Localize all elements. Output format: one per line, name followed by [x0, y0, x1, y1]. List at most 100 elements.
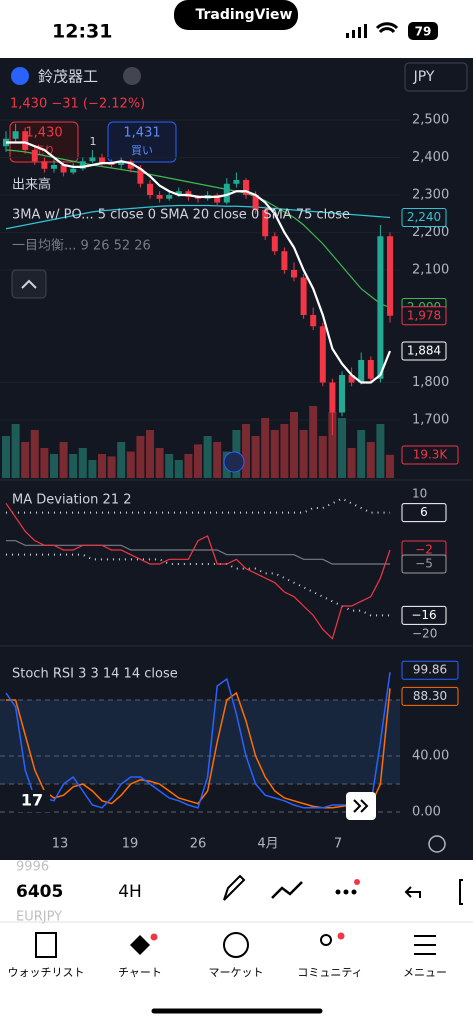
volume-bar: [194, 444, 202, 478]
scroll-icon: [353, 799, 369, 813]
price-tag-label: 1,978: [407, 308, 441, 322]
spread: 1: [90, 135, 97, 148]
volume-bar: [270, 430, 279, 478]
candle-body: [118, 161, 125, 165]
candle-body: [329, 382, 336, 413]
candle-body: [367, 360, 374, 379]
candle-body: [31, 150, 38, 162]
ma20-line: [5, 149, 391, 309]
volume-tag: [401, 445, 459, 465]
volume-legend: 出来高: [12, 177, 51, 193]
fullscreen-tool[interactable]: [459, 879, 463, 905]
candle-body: [12, 131, 19, 139]
more-tool[interactable]: [335, 879, 361, 895]
community-badge: [337, 932, 345, 940]
sell-price[interactable]: 1,430: [25, 126, 62, 141]
collapse-button[interactable]: [11, 269, 47, 299]
menu-icon[interactable]: [414, 935, 436, 955]
tv-logo: [14, 790, 50, 812]
symbol-name[interactable]: 鈴茂器工: [38, 68, 98, 86]
nav-label[interactable]: ウォッチリスト: [8, 966, 85, 979]
candle-body: [127, 161, 134, 169]
candle-body: [281, 251, 288, 270]
x-axis-label: 13: [52, 837, 69, 852]
candle-body: [79, 161, 86, 169]
draw-tool[interactable]: [223, 874, 246, 901]
candle-body: [348, 375, 355, 383]
candle-body: [175, 191, 182, 195]
ichimoku-legend: 一目均衡... 9 26 52 26: [12, 239, 151, 254]
volume-bar: [11, 424, 20, 478]
prev-symbol: 9996: [16, 860, 49, 875]
price-tag: [401, 605, 447, 625]
volume-bar: [59, 442, 68, 478]
volume-bar: [357, 430, 366, 478]
clock: 12:31: [52, 21, 112, 43]
app-name: TradingView: [196, 7, 293, 23]
price-axis-label: 2,400: [412, 150, 449, 165]
price-tag: [401, 554, 447, 574]
interval[interactable]: 4H: [118, 882, 142, 902]
candle-body: [99, 157, 105, 164]
price-tag: [401, 503, 447, 523]
chart-icon[interactable]: [130, 935, 150, 955]
stoch-title: Stoch RSI 3 3 14 14 close: [12, 667, 178, 682]
dividend-marker[interactable]: [223, 451, 245, 473]
battery-level: 79: [415, 25, 432, 39]
candle-body: [271, 236, 278, 252]
nav-label[interactable]: マーケット: [209, 966, 264, 979]
currency[interactable]: JPY: [413, 69, 435, 85]
candle-body: [156, 195, 163, 199]
community-icon[interactable]: [320, 934, 332, 946]
undo-tool[interactable]: [404, 886, 421, 898]
ma5-line: [6, 141, 392, 384]
stoch-tag-label: 88.30: [413, 689, 447, 703]
candle-body: [60, 165, 67, 173]
volume-bar: [242, 424, 250, 478]
volume-bar: [136, 436, 145, 478]
symbol-code[interactable]: 6405: [16, 882, 63, 902]
nav-label[interactable]: コミュニティ: [297, 966, 362, 979]
deviation-axis-label: 10: [412, 487, 427, 501]
volume-bar: [338, 418, 346, 478]
candle-body: [41, 161, 48, 169]
plots: 2,500 2,400 2,300 2,200 2,100 1,800 1,700 2,240…: [0, 113, 459, 852]
battery: [408, 22, 438, 40]
buy-label[interactable]: 買い: [131, 144, 153, 157]
buy-price[interactable]: 1,431: [123, 126, 160, 141]
candle-body: [89, 157, 96, 162]
price-tag-label: −2: [415, 543, 433, 557]
candle-body: [22, 131, 29, 150]
buy-button[interactable]: [107, 121, 177, 163]
symbol-logo: [11, 67, 29, 85]
candle-body: [166, 195, 173, 199]
volume-bar: [174, 460, 183, 478]
watchlist-icon[interactable]: [35, 932, 57, 958]
candle-body: [214, 195, 221, 203]
nav-label[interactable]: メニュー: [403, 966, 447, 979]
indicators-tool[interactable]: [271, 881, 303, 899]
price-axis-label: 2,500: [412, 113, 449, 128]
signal-icon: [346, 24, 367, 38]
candle-body: [319, 326, 326, 383]
settings-icon[interactable]: [428, 835, 446, 853]
volume-bar: [40, 448, 49, 478]
stoch-tag-label: 99.86: [413, 663, 447, 677]
currency-button[interactable]: [404, 62, 468, 92]
stoch-k-line: [5, 672, 391, 809]
volume-bar: [117, 442, 126, 478]
stoch-d-line: [6, 688, 391, 809]
candle-body: [387, 236, 393, 316]
quote: 1,430 −31 (−2.12%): [10, 97, 145, 112]
volume-bar: [88, 460, 97, 478]
volume-bar: [69, 454, 78, 478]
candle-body: [252, 195, 259, 210]
volume-bar: [366, 442, 375, 478]
market-icon[interactable]: [223, 932, 249, 958]
volume-bar: [290, 412, 298, 478]
nav-label[interactable]: チャート: [118, 966, 162, 979]
candle-body: [358, 360, 365, 383]
wifi-icon: [375, 22, 399, 34]
symbol-menu[interactable]: [123, 67, 141, 85]
